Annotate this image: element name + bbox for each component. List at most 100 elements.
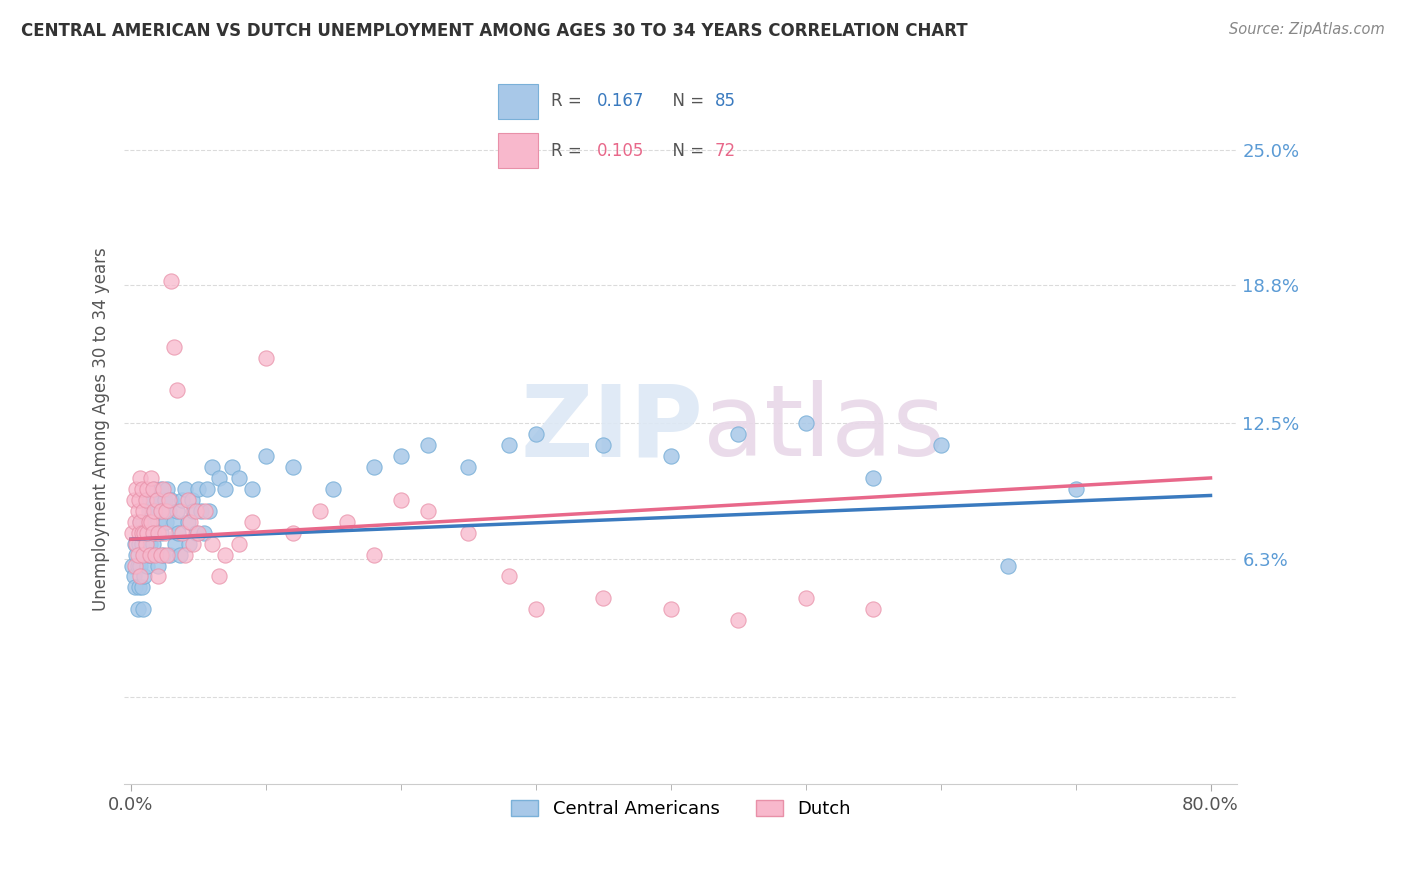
Point — [152, 548, 174, 562]
Text: 85: 85 — [714, 93, 735, 111]
Point — [727, 613, 749, 627]
Text: N =: N = — [662, 93, 710, 111]
Point — [163, 515, 186, 529]
Point — [124, 536, 146, 550]
Point — [153, 525, 176, 540]
Point — [592, 438, 614, 452]
Point — [195, 482, 218, 496]
Point — [129, 471, 152, 485]
Text: CENTRAL AMERICAN VS DUTCH UNEMPLOYMENT AMONG AGES 30 TO 34 YEARS CORRELATION CHA: CENTRAL AMERICAN VS DUTCH UNEMPLOYMENT A… — [21, 22, 967, 40]
Y-axis label: Unemployment Among Ages 30 to 34 years: Unemployment Among Ages 30 to 34 years — [93, 247, 110, 611]
Point — [254, 351, 277, 365]
Point — [160, 492, 183, 507]
Point — [157, 504, 180, 518]
Point — [128, 525, 150, 540]
Point — [201, 536, 224, 550]
Point — [124, 581, 146, 595]
Bar — [498, 84, 538, 119]
Point — [135, 548, 157, 562]
Text: Source: ZipAtlas.com: Source: ZipAtlas.com — [1229, 22, 1385, 37]
Point — [228, 536, 250, 550]
Point — [136, 525, 159, 540]
Text: 0.167: 0.167 — [598, 93, 644, 111]
Point — [136, 558, 159, 573]
Point — [592, 591, 614, 606]
Point — [309, 504, 332, 518]
Point — [281, 525, 304, 540]
Point — [128, 581, 150, 595]
Point — [929, 438, 952, 452]
Point — [794, 416, 817, 430]
Point — [138, 504, 160, 518]
Point — [127, 558, 149, 573]
Point — [129, 515, 152, 529]
Point — [146, 569, 169, 583]
Point — [132, 504, 155, 518]
Point — [281, 460, 304, 475]
Point — [136, 482, 159, 496]
Point — [139, 536, 162, 550]
Point — [160, 274, 183, 288]
Point — [208, 471, 231, 485]
Point — [214, 548, 236, 562]
Point — [143, 548, 166, 562]
Point — [122, 569, 145, 583]
Point — [498, 438, 520, 452]
Point — [242, 515, 264, 529]
Point — [129, 558, 152, 573]
Text: atlas: atlas — [703, 380, 945, 477]
Point — [146, 525, 169, 540]
Point — [165, 536, 187, 550]
Point — [149, 548, 172, 562]
Text: ZIP: ZIP — [520, 380, 703, 477]
Point — [524, 427, 547, 442]
Point — [128, 492, 150, 507]
Point — [457, 460, 479, 475]
Point — [174, 548, 197, 562]
Point — [145, 492, 167, 507]
Text: R =: R = — [551, 142, 586, 160]
Point — [794, 591, 817, 606]
Point — [172, 492, 194, 507]
Point — [208, 569, 231, 583]
Point — [169, 548, 191, 562]
Point — [142, 525, 165, 540]
Point — [142, 482, 165, 496]
Point — [136, 515, 159, 529]
Point — [180, 492, 202, 507]
Point — [125, 536, 148, 550]
Point — [193, 525, 215, 540]
Point — [121, 525, 143, 540]
Point — [727, 427, 749, 442]
Text: N =: N = — [662, 142, 710, 160]
Point — [194, 504, 217, 518]
Point — [124, 515, 146, 529]
Point — [659, 449, 682, 463]
Point — [389, 492, 412, 507]
Point — [181, 536, 204, 550]
Point — [214, 482, 236, 496]
Point — [141, 504, 163, 518]
Point — [187, 482, 209, 496]
Point — [179, 515, 201, 529]
Point — [124, 558, 146, 573]
Point — [416, 438, 439, 452]
Point — [138, 548, 160, 562]
Point — [121, 558, 143, 573]
Point — [122, 492, 145, 507]
Point — [416, 504, 439, 518]
Point — [142, 482, 165, 496]
Point — [363, 460, 385, 475]
Point — [187, 525, 209, 540]
Point — [201, 460, 224, 475]
Point — [134, 525, 156, 540]
Point — [134, 525, 156, 540]
Point — [141, 548, 163, 562]
Point — [159, 548, 181, 562]
Point — [149, 482, 172, 496]
Point — [131, 536, 153, 550]
Point — [172, 525, 194, 540]
Text: 72: 72 — [714, 142, 735, 160]
Point — [127, 548, 149, 562]
Point — [125, 548, 148, 562]
